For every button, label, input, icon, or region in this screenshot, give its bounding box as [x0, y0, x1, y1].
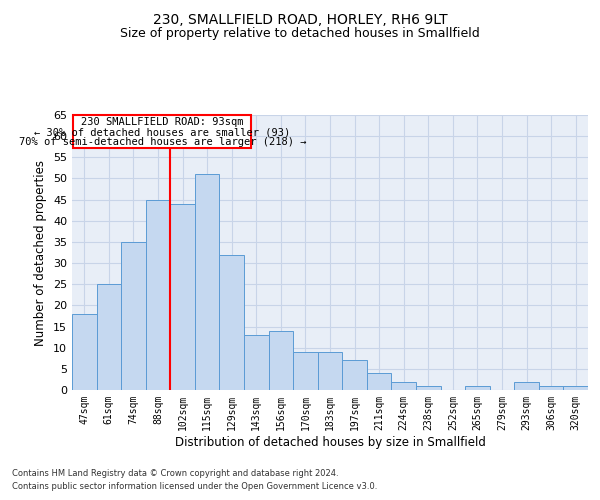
- Bar: [170, 204, 195, 390]
- Bar: [72, 314, 97, 390]
- Bar: [416, 386, 440, 390]
- Bar: [146, 200, 170, 390]
- Text: Contains public sector information licensed under the Open Government Licence v3: Contains public sector information licen…: [12, 482, 377, 491]
- Bar: [465, 386, 490, 390]
- Text: Contains HM Land Registry data © Crown copyright and database right 2024.: Contains HM Land Registry data © Crown c…: [12, 468, 338, 477]
- Text: Distribution of detached houses by size in Smallfield: Distribution of detached houses by size …: [175, 436, 485, 449]
- Bar: [97, 284, 121, 390]
- Text: 230 SMALLFIELD ROAD: 93sqm: 230 SMALLFIELD ROAD: 93sqm: [81, 117, 244, 127]
- Bar: [269, 331, 293, 390]
- Text: 230, SMALLFIELD ROAD, HORLEY, RH6 9LT: 230, SMALLFIELD ROAD, HORLEY, RH6 9LT: [152, 12, 448, 26]
- Text: 70% of semi-detached houses are larger (218) →: 70% of semi-detached houses are larger (…: [19, 138, 306, 147]
- Bar: [514, 382, 539, 390]
- Bar: [195, 174, 220, 390]
- Bar: [563, 386, 588, 390]
- Bar: [539, 386, 563, 390]
- Bar: [244, 335, 269, 390]
- Bar: [121, 242, 146, 390]
- Bar: [220, 254, 244, 390]
- Bar: [391, 382, 416, 390]
- Text: ← 30% of detached houses are smaller (93): ← 30% of detached houses are smaller (93…: [34, 128, 290, 138]
- Y-axis label: Number of detached properties: Number of detached properties: [34, 160, 47, 346]
- Bar: [367, 373, 391, 390]
- Bar: [318, 352, 342, 390]
- Text: Size of property relative to detached houses in Smallfield: Size of property relative to detached ho…: [120, 28, 480, 40]
- Bar: [293, 352, 318, 390]
- Bar: [73, 115, 251, 148]
- Bar: [342, 360, 367, 390]
